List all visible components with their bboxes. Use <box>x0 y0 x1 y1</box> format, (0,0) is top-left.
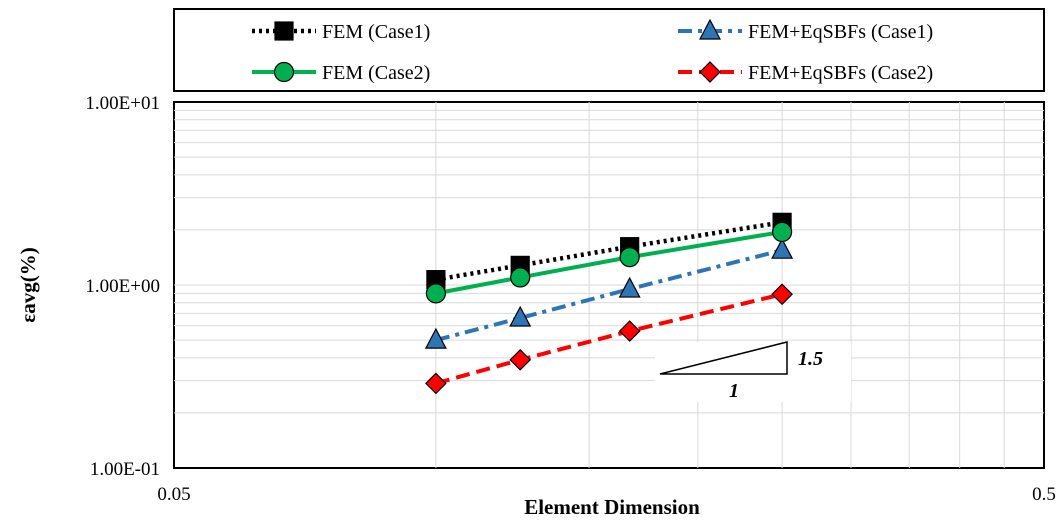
data-point <box>618 320 641 342</box>
slope-run-label: 1 <box>729 380 739 402</box>
series-line <box>435 229 783 296</box>
data-point <box>619 247 640 268</box>
data-point <box>425 283 446 304</box>
slope-triangle: 1.5 1 <box>655 341 851 402</box>
data-point <box>618 276 641 298</box>
gridlines <box>174 102 1044 468</box>
slope-triangle-shape <box>659 341 788 375</box>
legend-box <box>173 8 1045 92</box>
legend-label: FEM (Case2) <box>322 62 430 84</box>
data-point <box>772 221 793 243</box>
legend-marker <box>273 61 295 83</box>
x-tick-label: 0.5 <box>1032 484 1056 505</box>
legend-marker <box>699 61 721 83</box>
x-axis-ticks: 0.05 0.5 <box>157 484 1056 505</box>
legend-label: FEM+EqSBFs (Case1) <box>748 21 933 43</box>
legend-marker <box>699 18 721 40</box>
series-line <box>435 248 783 343</box>
slope-rise-label: 1.5 <box>798 348 823 370</box>
data-point <box>771 237 794 259</box>
markers-group <box>424 212 794 395</box>
x-axis-title: Element Dimension <box>524 495 700 519</box>
x-tick-label: 0.05 <box>157 484 190 505</box>
series-line <box>435 220 783 282</box>
legend: FEM (Case1) FEM+EqSBFs (Case1) FEM (Case2)… <box>252 18 933 84</box>
y-tick-label: 1.00E-01 <box>90 459 160 480</box>
data-point <box>509 305 532 327</box>
series-group <box>435 220 783 386</box>
y-axis-title: εavg(%) <box>16 247 40 322</box>
legend-label: FEM (Case1) <box>322 21 430 43</box>
y-tick-label: 1.00E+00 <box>85 276 160 297</box>
data-point <box>424 327 447 349</box>
y-tick-label: 1.00E+01 <box>85 93 160 114</box>
y-axis-ticks: 1.00E+01 1.00E+00 1.00E-01 <box>85 93 160 480</box>
data-point <box>510 267 531 288</box>
data-point <box>509 348 532 371</box>
data-point <box>425 372 447 395</box>
series-line <box>435 292 783 386</box>
legend-marker <box>274 21 294 41</box>
data-point <box>771 283 793 306</box>
legend-label: FEM+EqSBFs (Case2) <box>748 62 933 84</box>
